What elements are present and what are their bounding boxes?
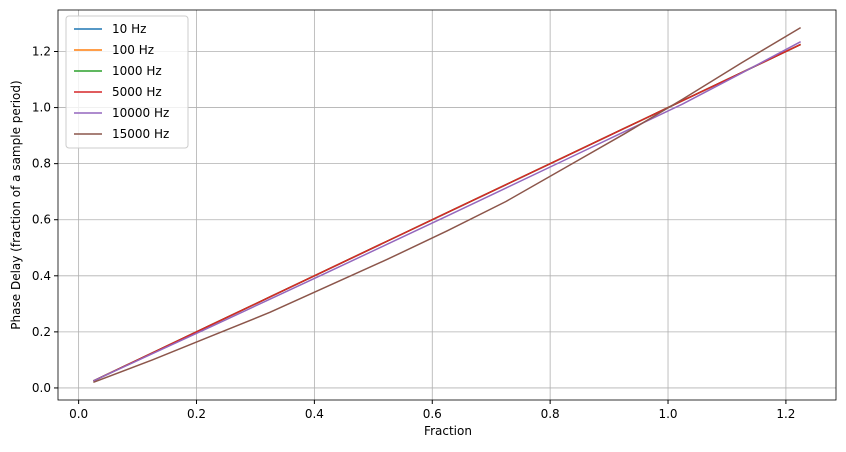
series-line [93,27,802,384]
series-line [93,41,801,382]
y-tick-label: 0.6 [32,213,51,227]
legend-box [65,15,189,149]
plot-frame [57,9,837,401]
legend-label: 1000 Hz [112,64,162,78]
y-tick-label: 0.2 [32,325,51,339]
y-tick-label: 1.2 [32,44,51,58]
x-tick-label: 0.2 [187,407,206,421]
series-line [93,43,801,382]
x-tick-label: 0.8 [541,407,560,421]
legend-label: 15000 Hz [112,127,169,141]
legend-label: 5000 Hz [112,85,162,99]
x-tick-label: 0.6 [423,407,442,421]
y-axis-label: Phase Delay (fraction of a sample period… [9,80,23,329]
legend-label: 10000 Hz [112,106,169,120]
y-tick-label: 1.0 [32,101,51,115]
x-axis-label: Fraction [424,424,472,438]
x-tick-label: 1.0 [658,407,677,421]
y-tick-label: 0.4 [32,269,51,283]
x-tick-label: 0.0 [69,407,88,421]
y-tick-label: 0.8 [32,157,51,171]
x-tick-label: 0.4 [305,407,324,421]
y-tick-label: 0.0 [32,381,51,395]
legend-label: 100 Hz [112,43,154,57]
x-tick-label: 1.2 [776,407,795,421]
legend-label: 10 Hz [112,22,146,36]
